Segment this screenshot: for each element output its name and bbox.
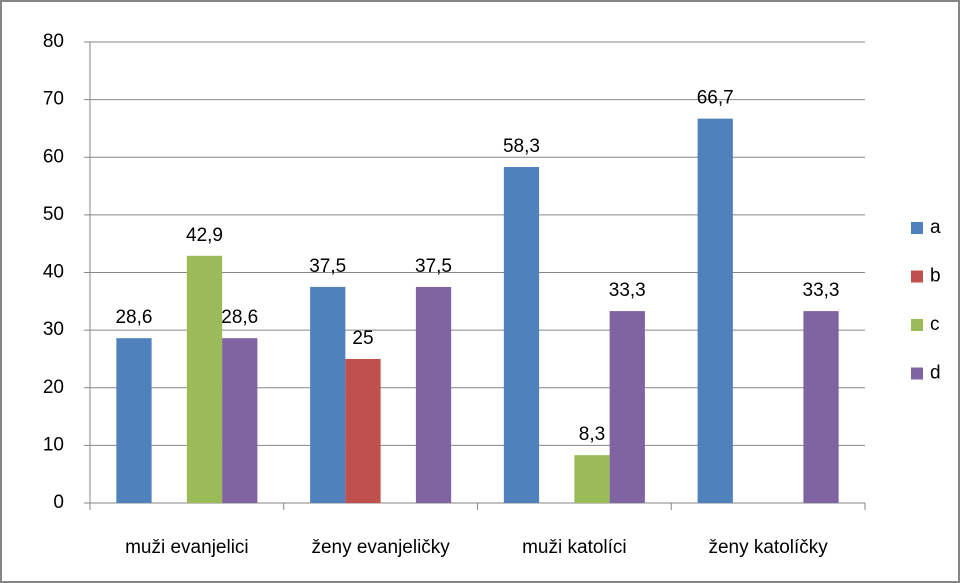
legend-swatch — [911, 367, 923, 380]
bar — [803, 311, 839, 503]
y-tick-label: 10 — [43, 434, 64, 455]
legend-label: d — [930, 363, 941, 384]
data-label: 66,7 — [697, 88, 734, 109]
x-tick-label: ženy evanjeličky — [311, 537, 450, 558]
y-tick-label: 70 — [43, 89, 64, 110]
x-tick-label: ženy katolíčky — [708, 537, 828, 558]
data-label: 8,3 — [579, 424, 605, 445]
legend-swatch — [911, 222, 923, 234]
legend-label: c — [930, 314, 940, 335]
y-tick-label: 30 — [43, 319, 64, 340]
bar — [345, 358, 381, 503]
y-tick-label: 0 — [53, 492, 64, 513]
y-tick-label: 50 — [43, 204, 64, 225]
bar — [116, 338, 152, 503]
data-label: 28,6 — [115, 307, 152, 328]
y-tick-label: 40 — [43, 262, 64, 283]
data-label: 33,3 — [609, 280, 646, 301]
data-label: 37,5 — [309, 256, 346, 277]
legend-label: b — [930, 266, 941, 287]
bar — [574, 455, 610, 503]
x-tick-label: muži katolíci — [522, 537, 627, 558]
legend-swatch — [911, 319, 923, 331]
bar — [222, 338, 258, 503]
data-label: 37,5 — [415, 256, 452, 277]
legend-swatch — [911, 270, 923, 283]
data-label: 42,9 — [186, 225, 223, 246]
bar — [697, 118, 733, 504]
bar — [609, 311, 645, 503]
data-label: 33,3 — [803, 280, 840, 301]
data-label: 25 — [352, 328, 373, 349]
bar — [310, 286, 346, 503]
bar — [186, 255, 223, 503]
y-tick-label: 80 — [43, 31, 64, 52]
data-label: 58,3 — [503, 136, 540, 157]
bar — [503, 167, 540, 503]
x-tick-label: muži evanjelici — [125, 537, 249, 558]
bar — [415, 286, 452, 503]
y-tick-label: 60 — [43, 146, 64, 167]
legend-label: a — [930, 217, 941, 238]
data-label: 28,6 — [221, 307, 258, 328]
y-tick-label: 20 — [43, 377, 64, 398]
